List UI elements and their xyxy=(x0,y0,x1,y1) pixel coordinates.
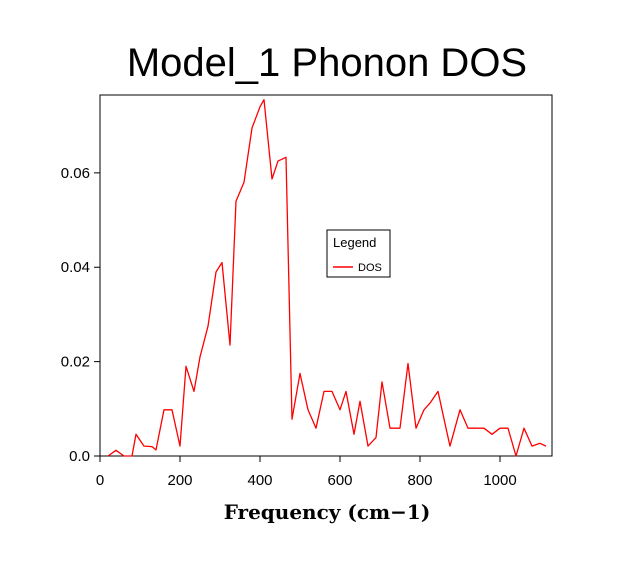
y-tick-label: 0.06 xyxy=(61,165,90,182)
legend-box xyxy=(326,229,391,278)
x-tick-label: 400 xyxy=(247,472,272,489)
series-line-dos xyxy=(107,99,547,457)
y-tick-label: 0.02 xyxy=(61,354,90,371)
x-tick-label: 800 xyxy=(407,472,432,489)
chart-title: Model_1 Phonon DOS xyxy=(127,41,527,85)
series-group xyxy=(107,99,547,457)
x-tick-label: 200 xyxy=(167,472,192,489)
plot-frame xyxy=(99,94,553,457)
y-tick-label: 0.0 xyxy=(69,448,90,465)
x-axis: 0 200 400 600 800 1000 xyxy=(96,456,517,489)
x-tick-label: 0 xyxy=(96,472,104,489)
legend-title: Legend xyxy=(333,235,376,250)
legend: Legend DOS xyxy=(326,229,391,278)
plot-border xyxy=(99,94,553,457)
y-axis: 0.0 0.02 0.04 0.06 xyxy=(61,165,100,465)
x-tick-label: 600 xyxy=(327,472,352,489)
legend-label-dos: DOS xyxy=(358,262,382,274)
x-tick-label: 1000 xyxy=(483,472,516,489)
y-tick-label: 0.04 xyxy=(61,259,90,276)
x-axis-label: Frequency (cm−1) xyxy=(224,500,431,524)
